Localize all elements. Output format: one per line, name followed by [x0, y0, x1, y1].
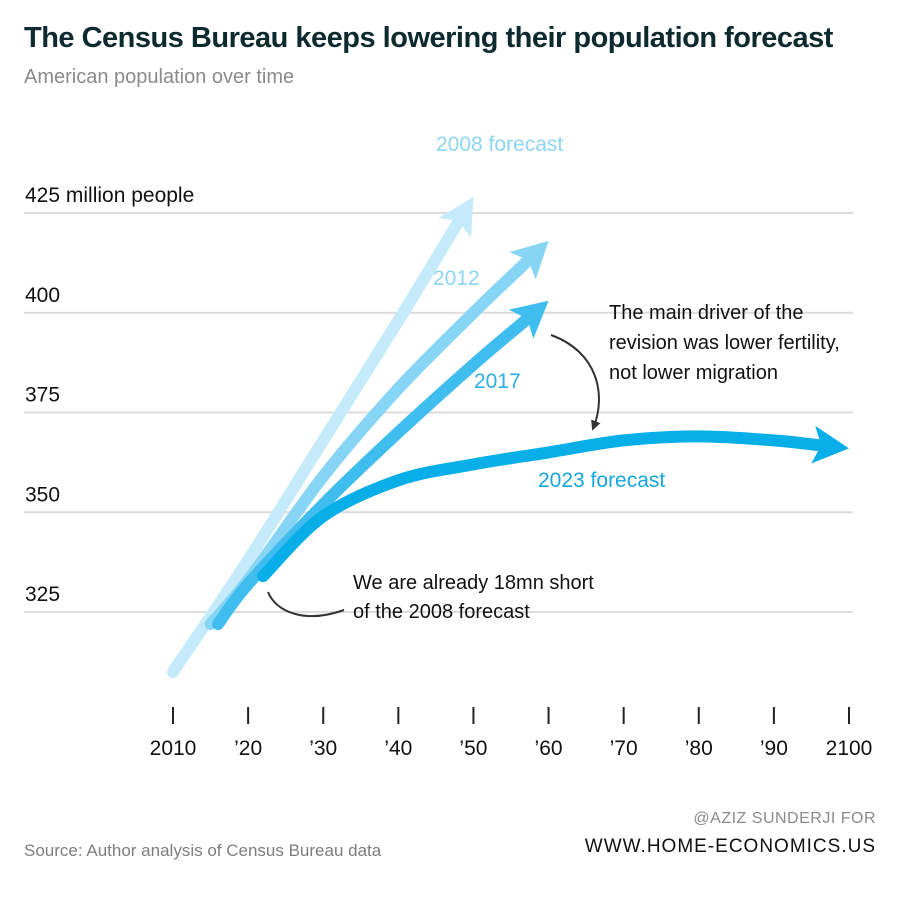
series-label-2008: 2008 forecast — [436, 133, 563, 156]
y-tick-label-350: 350 — [25, 483, 60, 506]
x-tick-label-2080: ’80 — [685, 737, 713, 760]
x-tick-label-2030: ’30 — [309, 737, 337, 760]
series-arrowhead-2023-forecast — [811, 425, 849, 464]
chart-subtitle: American population over time — [24, 66, 295, 88]
series-line-2008-forecast — [167, 218, 463, 678]
y-label-bg — [22, 483, 66, 508]
y-label-bg — [22, 283, 66, 308]
series-line-2023-forecast — [257, 430, 824, 583]
y-tick-label-375: 375 — [25, 384, 60, 407]
annotation-arrow-fertility — [550, 334, 601, 431]
x-tick-label-2060: ’60 — [535, 737, 563, 760]
credit-website[interactable]: WWW.HOME-ECONOMICS.US — [584, 836, 876, 857]
x-tick-label-2090: ’90 — [760, 737, 788, 760]
annotation-short-text: We are already 18mn short of the 2008 fo… — [353, 572, 599, 623]
x-tick-label-2050: ’50 — [459, 737, 487, 760]
x-tick-label-2010: 2010 — [150, 737, 197, 760]
y-label-bg — [22, 383, 66, 408]
annotation-arrow-short — [267, 591, 345, 618]
x-tick-label-2070: ’70 — [610, 737, 638, 760]
chart-title: The Census Bureau keeps lowering their p… — [24, 22, 833, 54]
y-tick-label-400: 400 — [25, 284, 60, 307]
series-line-2017 — [212, 315, 531, 630]
y-tick-label-425: 425 million people — [25, 184, 194, 207]
annotation-fertility-text: The main driver of the revision was lowe… — [609, 302, 845, 384]
x-tick-label-2040: ’40 — [384, 737, 412, 760]
series-arrowhead-2008-forecast — [438, 197, 474, 238]
y-label-bg — [22, 583, 66, 607]
source-note: Source: Author analysis of Census Bureau… — [24, 841, 382, 860]
x-tick-label-2100: 2100 — [826, 737, 873, 760]
series-arrowhead-2012 — [509, 240, 549, 280]
series-label-2023: 2023 forecast — [538, 469, 665, 492]
x-tick-label-2020: ’20 — [234, 737, 262, 760]
series-label-2017: 2017 — [474, 370, 521, 393]
y-label-bg — [22, 184, 200, 208]
series-label-2012: 2012 — [433, 267, 480, 290]
series-arrowhead-2017 — [508, 300, 549, 339]
y-tick-label-325: 325 — [25, 583, 60, 606]
credit-handle: @AZIZ SUNDERJI FOR — [693, 810, 876, 827]
